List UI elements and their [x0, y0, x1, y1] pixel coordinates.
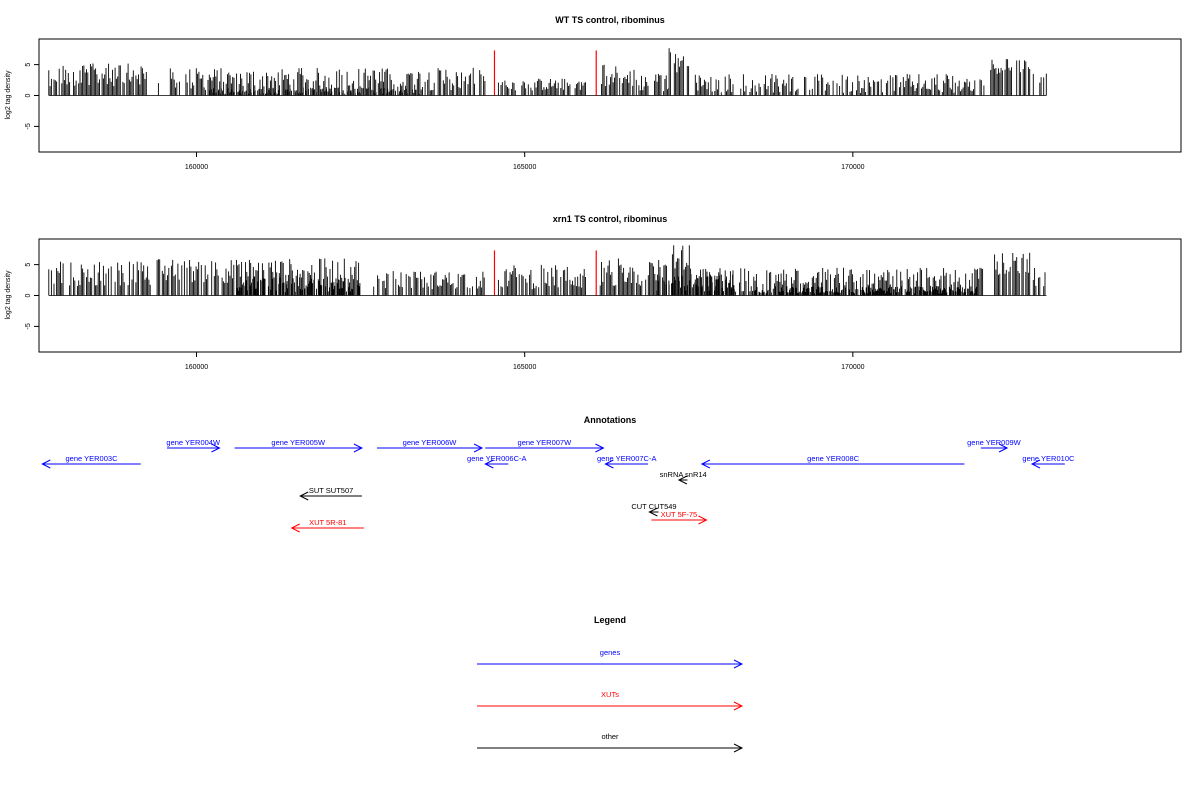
- x-tick-label: 160000: [185, 364, 208, 371]
- y-tick-label: 0: [25, 93, 32, 97]
- annotation-label: gene YER005W: [271, 438, 326, 447]
- wt-bars: [48, 48, 1047, 96]
- arrow-head: [473, 443, 484, 453]
- xrn1-axes: 160000 165000 170000 -5 0 5: [25, 263, 1047, 371]
- wt-y-axis-label: log2 tag density: [5, 70, 12, 120]
- y-tick-label: 0: [25, 293, 32, 297]
- annotations-title: Annotations: [584, 415, 637, 425]
- arrow-head: [290, 523, 300, 533]
- legend: Legend genes XUTs other: [477, 615, 744, 753]
- legend-label: XUTs: [601, 690, 619, 699]
- arrow-head: [484, 459, 494, 469]
- x-tick-label: 170000: [841, 164, 864, 171]
- y-tick-label: -5: [25, 123, 32, 129]
- xrn1-bars: [48, 245, 1046, 296]
- annotation-label: gene YER003C: [66, 454, 119, 463]
- arrow-head: [211, 443, 221, 453]
- arrow-head: [733, 743, 744, 753]
- x-tick-label: 160000: [185, 164, 208, 171]
- arrow-head: [604, 459, 614, 469]
- arrow-head: [677, 475, 688, 485]
- arrow-head: [299, 491, 309, 501]
- xrn1-panel-title: xrn1 TS control, ribominus: [553, 214, 668, 224]
- wt-panel: WT TS control, ribominus log2 tag densit…: [5, 15, 1182, 171]
- annotation-label: gene YER006C-A: [467, 454, 526, 463]
- arrow-head: [1030, 459, 1041, 469]
- y-tick-label: 5: [25, 63, 32, 67]
- annotation-label: CUT CUT549: [631, 502, 676, 511]
- arrow-head: [733, 659, 744, 669]
- arrow-head: [700, 459, 711, 469]
- annotation-label: snRNA snR14: [660, 470, 707, 479]
- wt-axes: 160000 165000 170000 -5 0 5: [25, 63, 1047, 171]
- annotation-label: gene YER007W: [518, 438, 573, 447]
- annotation-label: XUT 5R-81: [309, 518, 346, 527]
- arrow-head: [648, 507, 658, 517]
- annotation-label: gene YER006W: [403, 438, 458, 447]
- annotation-label: gene YER004W: [166, 438, 221, 447]
- annotation-label: gene YER009W: [967, 438, 1022, 447]
- arrow-head: [698, 515, 708, 525]
- annotation-label: gene YER010C: [1022, 454, 1075, 463]
- xrn1-panel: xrn1 TS control, ribominus log2 tag dens…: [5, 214, 1182, 371]
- arrow-head: [41, 459, 51, 469]
- arrow-head: [353, 443, 364, 453]
- arrow-head: [733, 701, 744, 711]
- annotation-features: gene YER003C gene YER004W gene YER005W gene…: [41, 438, 1075, 533]
- wt-panel-title: WT TS control, ribominus: [555, 15, 665, 25]
- x-tick-label: 165000: [513, 164, 536, 171]
- xrn1-y-axis-label: log2 tag density: [5, 270, 12, 320]
- arrow-head: [998, 443, 1009, 453]
- legend-label: other: [601, 732, 619, 741]
- legend-title: Legend: [594, 615, 626, 625]
- arrow-head: [595, 443, 605, 453]
- annotation-label: gene YER007C-A: [597, 454, 656, 463]
- annotation-label: gene YER008C: [807, 454, 860, 463]
- x-tick-label: 165000: [513, 364, 536, 371]
- annotation-label: XUT 5F-75: [661, 510, 698, 519]
- x-tick-label: 170000: [841, 364, 864, 371]
- y-tick-label: -5: [25, 323, 32, 329]
- annotation-label: SUT SUT507: [309, 486, 353, 495]
- legend-items: genes XUTs other: [477, 648, 744, 753]
- y-tick-label: 5: [25, 263, 32, 267]
- legend-label: genes: [600, 648, 621, 657]
